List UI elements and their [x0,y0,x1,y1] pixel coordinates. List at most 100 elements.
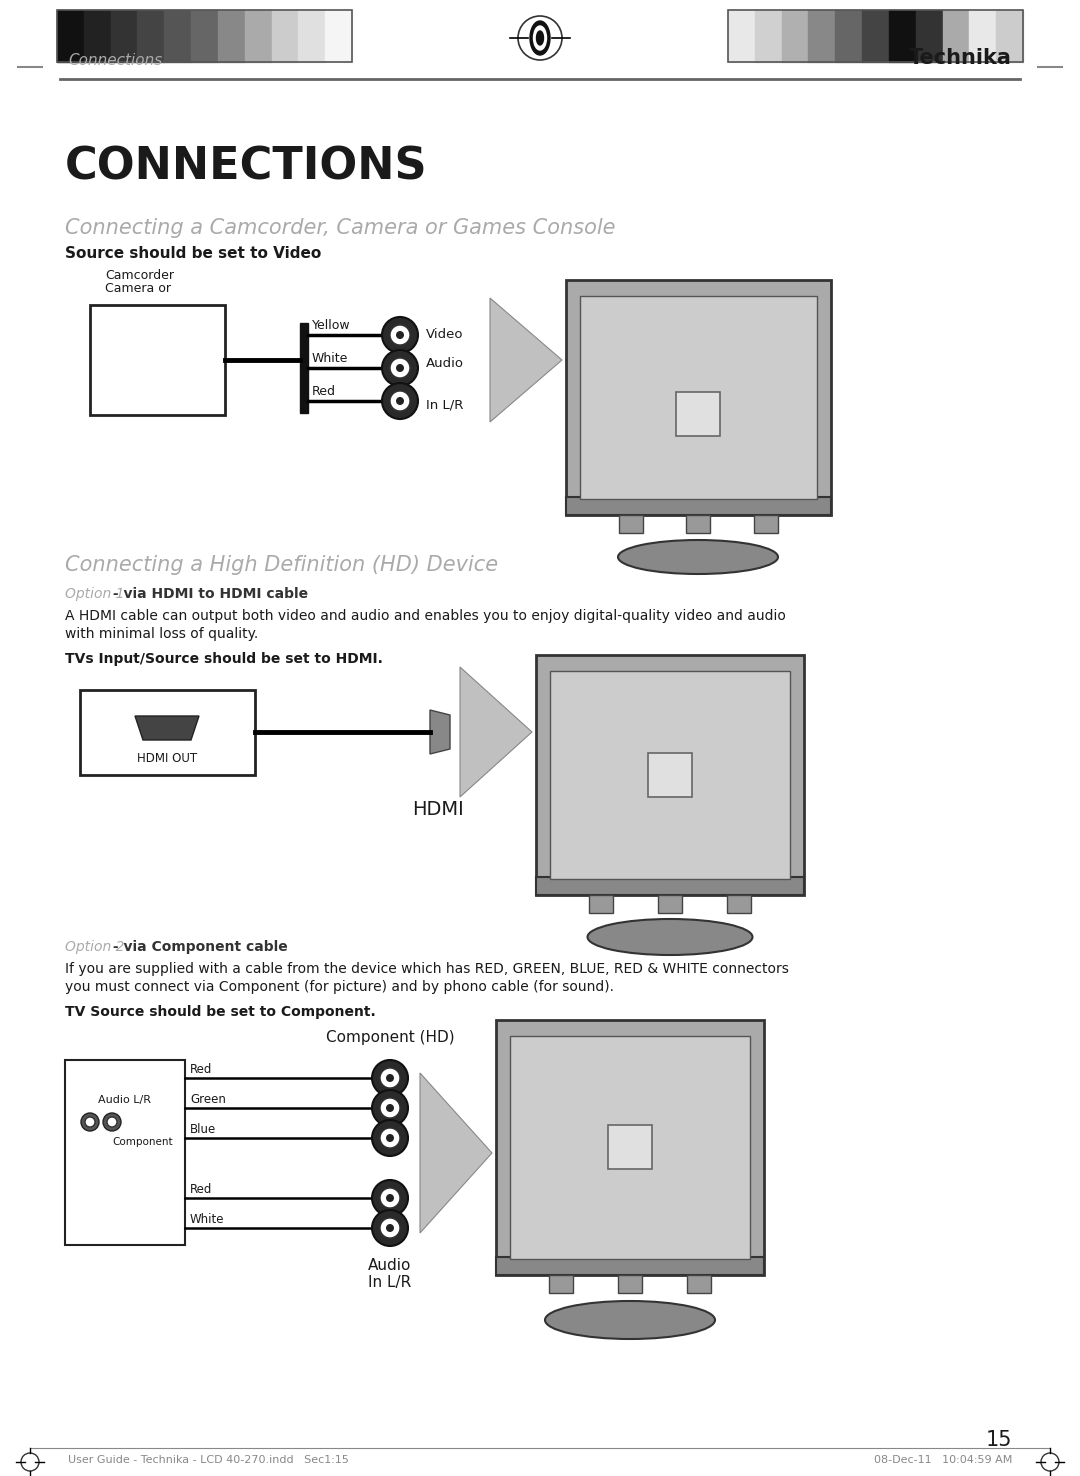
Circle shape [396,331,404,339]
Ellipse shape [545,1300,715,1339]
Text: Audio L/R: Audio L/R [98,1095,151,1106]
Bar [782,10,809,62]
Text: Connecting a Camcorder, Camera or Games Console: Connecting a Camcorder, Camera or Games … [65,218,616,238]
Circle shape [390,391,410,410]
Bar [754,515,778,533]
Polygon shape [460,667,532,797]
Circle shape [372,1179,408,1216]
Text: - via HDMI to HDMI cable: - via HDMI to HDMI cable [108,587,308,601]
Bar [536,655,804,894]
Circle shape [382,317,418,353]
Bar [619,515,643,533]
Text: Option 2: Option 2 [65,940,124,953]
Bar [943,10,970,62]
Bar [648,753,692,797]
Circle shape [380,1218,400,1238]
Ellipse shape [537,31,543,44]
Bar [110,10,137,62]
Bar [325,10,352,62]
Bar [676,393,720,435]
Text: Red: Red [190,1182,213,1196]
Bar [580,297,816,499]
Text: HDMI OUT: HDMI OUT [137,751,197,765]
Text: In L/R: In L/R [426,399,463,412]
Circle shape [85,1117,95,1128]
Bar [536,877,804,894]
Circle shape [107,1117,117,1128]
Bar [608,1125,652,1169]
Bar [84,10,110,62]
Bar [728,10,1023,62]
Text: Source should be set to Video: Source should be set to Video [65,246,321,261]
Bar [191,10,218,62]
Text: Green: Green [190,1094,226,1106]
Bar [57,10,352,62]
Polygon shape [430,710,450,754]
Circle shape [81,1113,99,1131]
Bar [589,894,613,914]
Bar [164,10,191,62]
Bar [862,10,889,62]
Bar [970,10,996,62]
Text: Option 1: Option 1 [65,587,124,601]
Circle shape [380,1098,400,1117]
Bar [90,306,225,415]
Ellipse shape [618,540,778,574]
Text: CONNECTIONS: CONNECTIONS [65,145,428,187]
Circle shape [390,325,410,345]
Bar [916,10,943,62]
Bar [566,497,831,515]
Circle shape [386,1194,394,1201]
Text: If you are supplied with a cable from the device which has RED, GREEN, BLUE, RED: If you are supplied with a cable from th… [65,962,788,976]
Bar [218,10,245,62]
Ellipse shape [530,21,550,55]
Bar [727,894,751,914]
Circle shape [380,1188,400,1207]
Bar [80,689,255,775]
Bar [510,1036,750,1259]
Bar [496,1258,764,1275]
Text: Audio: Audio [426,357,464,370]
Bar [550,672,789,880]
Bar [835,10,862,62]
Circle shape [382,350,418,387]
Circle shape [372,1210,408,1246]
Text: 15: 15 [986,1430,1012,1449]
Circle shape [386,1104,394,1111]
Bar [271,10,298,62]
Bar [728,10,755,62]
Bar [549,1275,573,1293]
Circle shape [372,1089,408,1126]
Circle shape [386,1224,394,1232]
Bar [755,10,782,62]
Text: Connecting a High Definition (HD) Device: Connecting a High Definition (HD) Device [65,555,498,576]
Text: White: White [190,1213,225,1227]
Text: Connections: Connections [68,53,162,68]
Text: Red: Red [312,385,336,399]
Text: you must connect via Component (for picture) and by phono cable (for sound).: you must connect via Component (for pict… [65,980,615,993]
Circle shape [103,1113,121,1131]
Ellipse shape [534,27,546,50]
Circle shape [386,1134,394,1142]
Bar [687,1275,711,1293]
Text: Video: Video [426,329,463,341]
Bar [618,1275,642,1293]
Bar [137,10,164,62]
Text: - via Component cable: - via Component cable [108,940,287,953]
Text: Red: Red [190,1063,213,1076]
Bar [658,894,681,914]
Bar [298,10,325,62]
Bar [996,10,1023,62]
Bar [566,280,831,515]
Text: Camera or: Camera or [105,282,171,295]
Text: Blue: Blue [190,1123,216,1137]
Circle shape [386,1075,394,1082]
Bar [809,10,835,62]
Polygon shape [420,1073,492,1232]
Text: Audio
In L/R: Audio In L/R [368,1258,411,1290]
Bar [300,323,308,413]
Bar [245,10,271,62]
Text: User Guide - Technika - LCD 40-270.indd   Sec1:15: User Guide - Technika - LCD 40-270.indd … [68,1455,349,1466]
Ellipse shape [588,920,753,955]
Bar [496,1020,764,1275]
